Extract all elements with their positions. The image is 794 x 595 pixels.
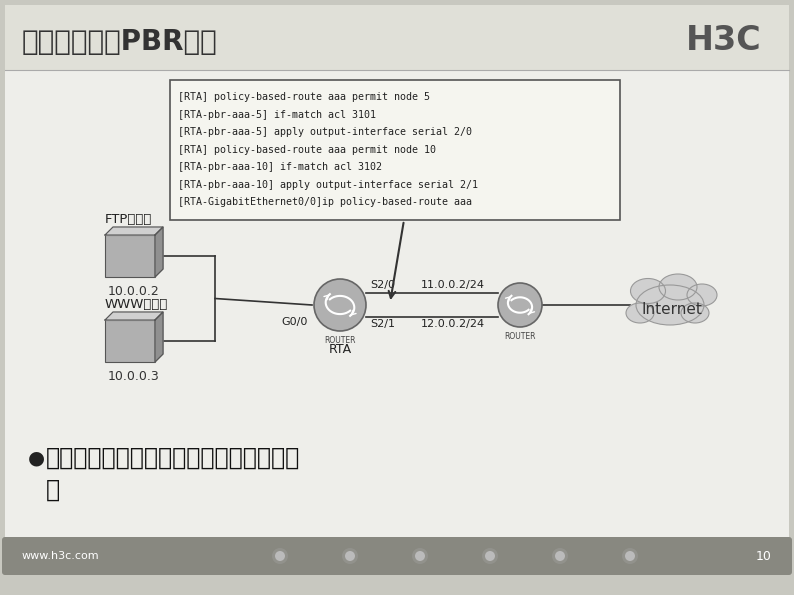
Text: 12.0.0.2/24: 12.0.0.2/24: [421, 319, 485, 329]
Text: 担: 担: [46, 478, 60, 502]
Ellipse shape: [681, 303, 709, 323]
Circle shape: [498, 283, 542, 327]
Circle shape: [625, 551, 635, 561]
Text: RTA: RTA: [329, 343, 352, 356]
Bar: [170, 80, 620, 220]
Text: [RTA] policy-based-route aaa permit node 10: [RTA] policy-based-route aaa permit node…: [178, 145, 436, 155]
Text: [RTA-GigabitEthernet0/0]ip policy-based-route aaa: [RTA-GigabitEthernet0/0]ip policy-based-…: [178, 197, 472, 207]
Circle shape: [555, 551, 565, 561]
Text: ●: ●: [28, 449, 45, 468]
Circle shape: [314, 279, 366, 331]
Text: [RTA-pbr-aaa-5] apply output-interface serial 2/0: [RTA-pbr-aaa-5] apply output-interface s…: [178, 127, 472, 137]
Text: [RTA-pbr-aaa-10] apply output-interface serial 2/1: [RTA-pbr-aaa-10] apply output-interface …: [178, 180, 478, 189]
Bar: [105, 320, 155, 362]
Polygon shape: [155, 227, 163, 277]
Circle shape: [415, 551, 425, 561]
Circle shape: [552, 548, 568, 564]
Text: ROUTER: ROUTER: [504, 332, 536, 341]
Text: H3C: H3C: [686, 23, 762, 57]
Text: ROUTER: ROUTER: [324, 336, 356, 345]
Circle shape: [622, 548, 638, 564]
Ellipse shape: [636, 285, 704, 325]
Text: Internet: Internet: [642, 302, 703, 317]
Bar: [5, 5, 789, 70]
Text: G0/0: G0/0: [282, 317, 308, 327]
Text: 11.0.0.2/24: 11.0.0.2/24: [421, 280, 485, 290]
Circle shape: [342, 548, 358, 564]
Circle shape: [412, 548, 428, 564]
Ellipse shape: [687, 284, 717, 306]
Text: 10.0.0.2: 10.0.0.2: [108, 285, 160, 298]
Text: FTP服务器: FTP服务器: [105, 212, 152, 226]
Text: 基于源地址的PBR应用: 基于源地址的PBR应用: [22, 28, 218, 56]
Text: [RTA-pbr-aaa-10] if-match acl 3102: [RTA-pbr-aaa-10] if-match acl 3102: [178, 162, 382, 172]
Circle shape: [482, 548, 498, 564]
Ellipse shape: [626, 303, 654, 323]
Text: WWW服务器: WWW服务器: [105, 298, 168, 311]
FancyBboxPatch shape: [2, 537, 792, 575]
Circle shape: [272, 548, 288, 564]
Text: www.h3c.com: www.h3c.com: [22, 551, 99, 561]
Text: 10.0.0.3: 10.0.0.3: [108, 370, 160, 383]
Text: 根据源地址的不同，在出接口实现负载分: 根据源地址的不同，在出接口实现负载分: [46, 446, 300, 470]
Circle shape: [275, 551, 285, 561]
Text: [RTA-pbr-aaa-5] if-match acl 3101: [RTA-pbr-aaa-5] if-match acl 3101: [178, 109, 376, 120]
Circle shape: [345, 551, 355, 561]
Polygon shape: [105, 312, 163, 320]
Text: S2/0: S2/0: [370, 280, 395, 290]
Text: 10: 10: [756, 550, 772, 562]
Ellipse shape: [659, 274, 697, 300]
Text: S2/1: S2/1: [370, 319, 395, 329]
Circle shape: [485, 551, 495, 561]
Polygon shape: [155, 312, 163, 362]
Ellipse shape: [630, 278, 665, 303]
Text: [RTA] policy-based-route aaa permit node 5: [RTA] policy-based-route aaa permit node…: [178, 92, 430, 102]
Bar: [105, 235, 155, 277]
Polygon shape: [105, 227, 163, 235]
